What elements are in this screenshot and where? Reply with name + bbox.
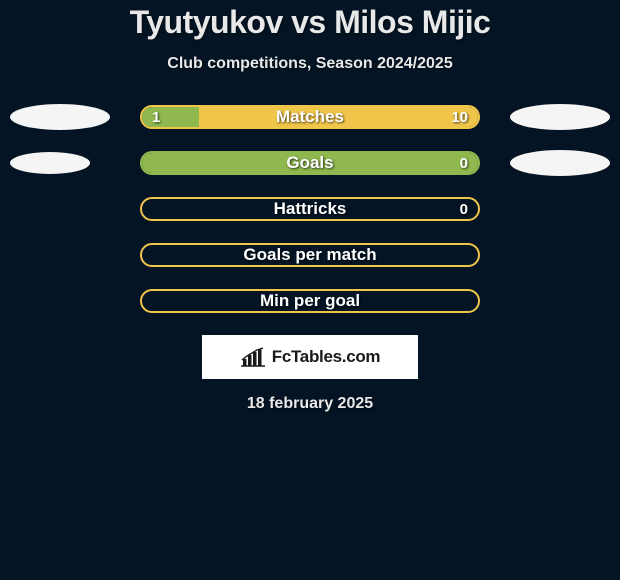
stat-bar: Min per goal (140, 289, 480, 313)
player2-marker-icon (510, 150, 610, 176)
stat-value-player2: 0 (460, 155, 468, 172)
stat-bar: Matches1 10 (140, 105, 480, 129)
bar-chart-icon (240, 347, 266, 367)
page-title: Tyutyukov vs Milos Mijic (130, 4, 491, 41)
stat-value-player1: 1 (152, 109, 160, 126)
stat-label: Min per goal (142, 291, 478, 311)
title-vs: vs (291, 4, 326, 40)
stat-label: Goals (142, 153, 478, 173)
stat-bar: Goals0 (140, 151, 480, 175)
title-player2: Milos Mijic (334, 4, 490, 40)
stat-bar: Goals per match (140, 243, 480, 267)
stat-bar: Hattricks0 (140, 197, 480, 221)
stat-row: Goals per match (0, 243, 620, 267)
player2-marker-icon (510, 104, 610, 130)
player1-marker-icon (10, 152, 90, 174)
subtitle: Club competitions, Season 2024/2025 (167, 55, 452, 73)
player1-marker-icon (10, 104, 110, 130)
stat-row: Matches1 10 (0, 105, 620, 129)
stat-label: Goals per match (142, 245, 478, 265)
date-text: 18 february 2025 (247, 395, 373, 413)
stat-row: Hattricks0 (0, 197, 620, 221)
stat-label: Hattricks (142, 199, 478, 219)
stat-row: Min per goal (0, 289, 620, 313)
stat-label: Matches (142, 107, 478, 127)
title-player1: Tyutyukov (130, 4, 283, 40)
infographic-container: Tyutyukov vs Milos Mijic Club competitio… (0, 0, 620, 413)
logo-box: FcTables.com (202, 335, 418, 379)
logo-text: FcTables.com (272, 347, 381, 367)
stats-rows: Matches110Goals0Hattricks0Goals per matc… (0, 105, 620, 313)
stat-value-player2: 10 (451, 109, 468, 126)
stat-row: Goals0 (0, 151, 620, 175)
stat-value-player2: 0 (460, 201, 468, 218)
